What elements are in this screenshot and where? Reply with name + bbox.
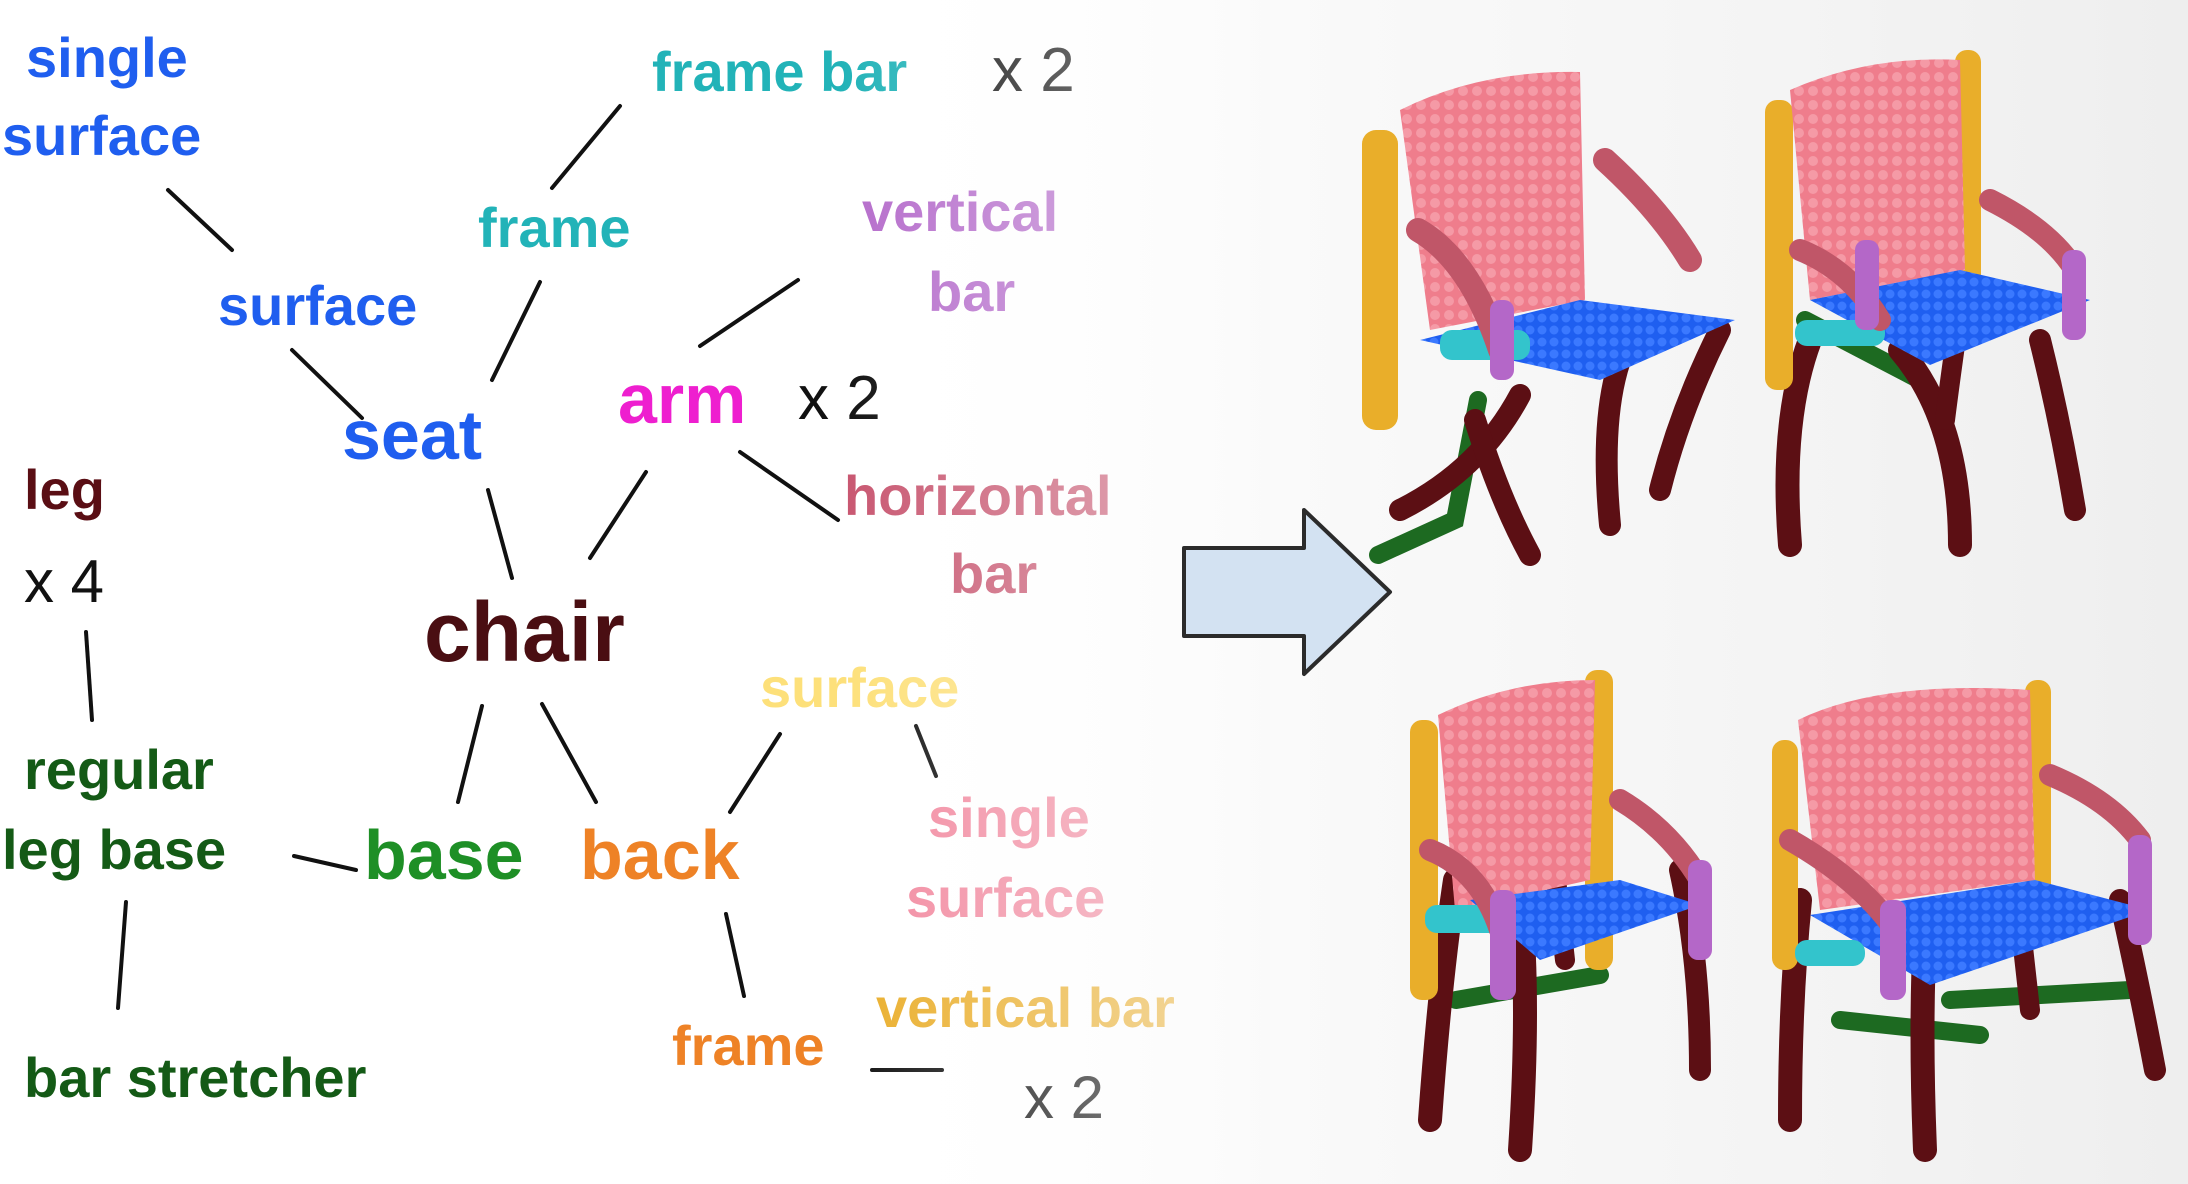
node-leg: leg	[24, 458, 105, 521]
node-bar-stretcher: bar stretcher	[24, 1046, 367, 1109]
edge-chair-base	[456, 704, 484, 804]
node-chair: chair	[424, 585, 625, 679]
node-arm-horizontal-bar-line2: bar	[950, 542, 1038, 605]
node-arm-horizontal-bar: horizontal	[844, 464, 1112, 527]
edge-seat-frame	[490, 280, 542, 382]
node-seat-frame: frame	[478, 196, 631, 259]
node-back-vertical-bar-multiplier: x 2	[1024, 1064, 1105, 1131]
edge-back-surface	[728, 732, 782, 814]
edge-back-single-surface	[914, 724, 938, 778]
node-regular-leg-base: regular	[24, 738, 214, 801]
node-back: back	[580, 816, 740, 894]
node-regular-leg-base-line2: leg base	[2, 818, 227, 881]
node-leg-multiplier: x 4	[24, 548, 105, 615]
edge-seat-single-surface	[166, 188, 234, 252]
edge-seat-surface	[290, 348, 364, 420]
node-base: base	[364, 816, 524, 894]
edge-chair-seat	[486, 488, 514, 580]
node-seat: seat	[342, 396, 483, 474]
node-back-single-surface: single	[928, 786, 1090, 849]
edge-chair-back	[540, 702, 598, 804]
node-back-frame: frame	[672, 1014, 825, 1077]
edge-leg-base-stretcher	[116, 900, 128, 1010]
node-arm-multiplier: x 2	[798, 364, 881, 433]
chair-render-3	[1410, 670, 1712, 1162]
edge-arm-vertical-bar	[698, 278, 800, 348]
node-frame-bar: frame bar	[652, 40, 908, 103]
edge-frame-bar	[550, 104, 622, 190]
node-seat-single-surface-line2: surface	[2, 104, 202, 167]
chair-render-4	[1772, 680, 2166, 1162]
edge-arm-horizontal-bar	[738, 450, 840, 522]
node-seat-surface: surface	[218, 274, 418, 337]
node-frame-bar-multiplier: x 2	[992, 36, 1075, 105]
node-back-vertical-bar: vertical bar	[876, 976, 1175, 1039]
edge-leg-base-base	[292, 854, 358, 872]
edge-back-frame	[724, 912, 746, 998]
edge-chair-arm	[588, 470, 648, 560]
node-arm-vertical-bar: vertical	[862, 180, 1059, 243]
node-seat-single-surface: single	[26, 26, 188, 89]
node-back-single-surface-line2: surface	[906, 866, 1106, 929]
chair-render-1	[1362, 71, 1735, 566]
node-back-surface: surface	[760, 656, 960, 719]
node-arm-vertical-bar-line2: bar	[928, 260, 1016, 323]
chair-render-2	[1765, 50, 2090, 557]
edge-leg	[84, 630, 94, 722]
node-arm: arm	[618, 360, 747, 438]
hierarchy-edges	[84, 104, 944, 1072]
